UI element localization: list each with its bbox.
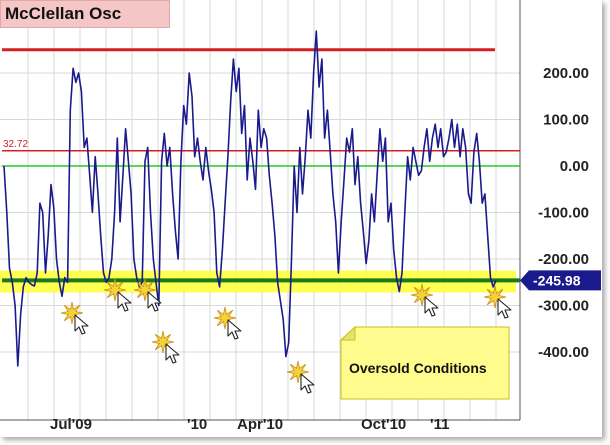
x-tick-label: Apr'10 (237, 416, 283, 433)
callout-shape (339, 325, 510, 400)
oversold-cursor-icon (483, 285, 512, 319)
oversold-cursor-icon (60, 301, 89, 335)
last-value-marker: -245.98 (520, 270, 601, 291)
oversold-cursor-icon (103, 278, 132, 312)
y-tick-label: 100.00 (543, 112, 589, 129)
y-axis-tick-labels: 200.00 100.00 0.00 -100.00 -200.00 -300.00 -40… (538, 65, 589, 361)
oversold-cursor-icon (133, 278, 162, 312)
oscillator-series-line (3, 30, 497, 367)
y-tick-label: -400.00 (538, 344, 589, 361)
x-tick-label: Jul'09 (50, 416, 92, 433)
x-axis-tick-labels: Jul'09 '10 Apr'10 Oct'10 '11 (50, 416, 449, 433)
y-tick-label: -300.00 (538, 298, 589, 315)
chart-title: McClellan Osc (5, 4, 122, 23)
oversold-cursor-icon (213, 306, 242, 340)
y-tick-label: -200.00 (538, 251, 589, 268)
x-tick-label: Oct'10 (361, 416, 406, 433)
last-value-label: -245.98 (533, 272, 581, 288)
oversold-markers (60, 278, 512, 394)
y-tick-label: 200.00 (543, 65, 589, 82)
oversold-cursor-icon (286, 360, 315, 394)
oversold-cursor-icon (151, 330, 180, 364)
chart-title-box: McClellan Osc (0, 0, 170, 28)
y-tick-label: 0.00 (560, 158, 589, 175)
x-tick-label: '10 (187, 416, 207, 433)
y-tick-label: -100.00 (538, 205, 589, 222)
reference-line-label: 32.72 (3, 139, 28, 150)
annotation-text: Oversold Conditions (349, 360, 487, 376)
oversold-cursor-icon (410, 283, 439, 317)
x-tick-label: '11 (430, 416, 449, 433)
